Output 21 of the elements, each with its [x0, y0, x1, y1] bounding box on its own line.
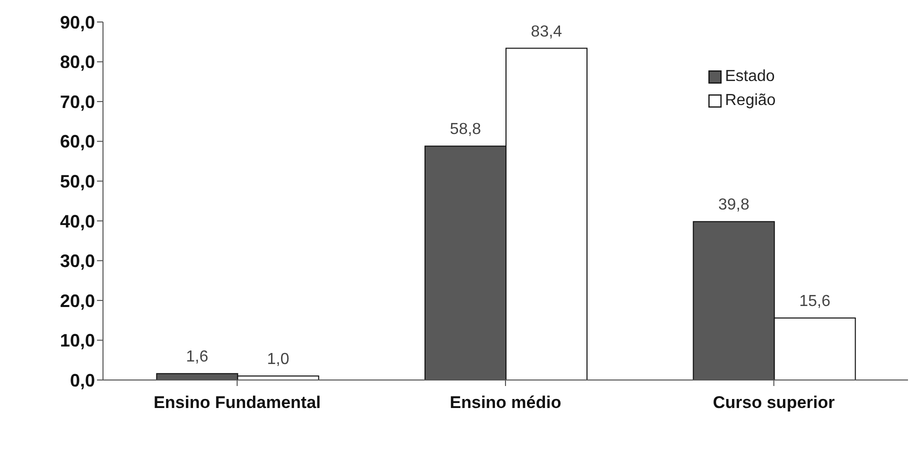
y-tick-label: 60,0	[60, 132, 95, 152]
y-tick-label: 20,0	[60, 290, 95, 311]
data-label: 39,8	[718, 196, 750, 214]
y-tick-label: 70,0	[60, 92, 95, 112]
x-tick-label: Ensino médio	[450, 393, 562, 412]
y-tick-label: 10,0	[60, 330, 95, 351]
data-label: 58,8	[450, 121, 482, 138]
legend-label: Região	[725, 92, 776, 110]
data-label: 83,4	[530, 23, 562, 40]
y-tick-label: 40,0	[60, 211, 95, 232]
y-tick-label: 50,0	[60, 172, 95, 192]
y-tick-label: 0,0	[70, 370, 95, 390]
legend-label: Estado	[725, 68, 775, 86]
y-tick-label: 80,0	[60, 52, 95, 72]
data-label: 15,6	[799, 292, 831, 310]
data-label: 1,0	[267, 351, 290, 368]
x-tick-label: Ensino Fundamental	[154, 393, 321, 412]
x-tick-label: Curso superior	[712, 393, 836, 412]
data-label: 1,6	[186, 348, 208, 366]
y-tick-label: 30,0	[60, 251, 95, 272]
y-tick-label: 90,0	[60, 12, 95, 32]
